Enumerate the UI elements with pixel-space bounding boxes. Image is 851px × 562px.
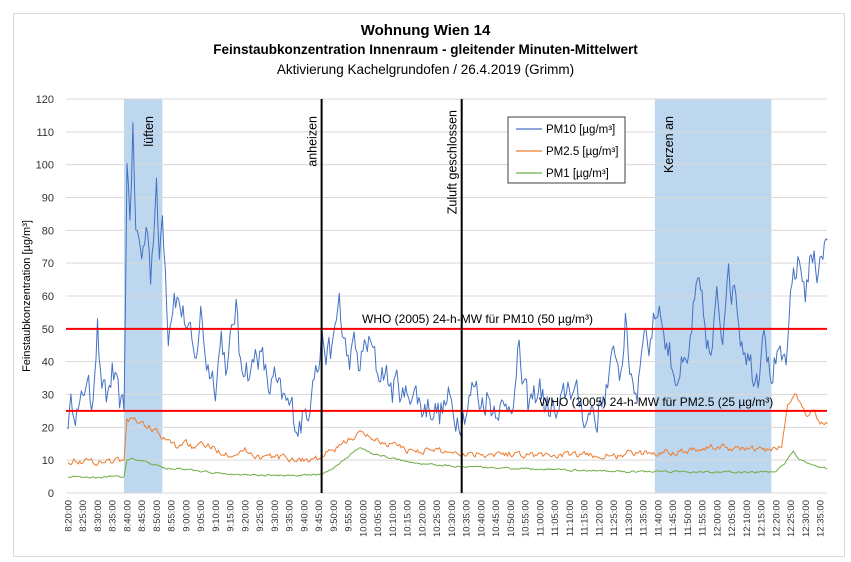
chart-title: Wohnung Wien 14	[360, 22, 491, 39]
x-tick-label: 10:15:00	[403, 500, 414, 537]
y-tick-label: 40	[42, 357, 54, 369]
x-tick-label: 12:30:00	[801, 500, 812, 537]
x-tick-label: 10:25:00	[432, 500, 443, 537]
legend-box	[507, 116, 626, 184]
y-axis-ticks: 0 10 20 30 40 50 60 70 80 90 100 110 120	[36, 94, 54, 500]
lueften-label: lüften	[142, 116, 156, 147]
series-lines	[67, 122, 828, 479]
x-tick-label: 11:25:00	[609, 500, 620, 536]
x-tick-label: 12:00:00	[712, 500, 723, 537]
x-tick-label: 10:45:00	[491, 500, 502, 537]
legend-label-pm10: PM10 [µg/m³]	[546, 124, 615, 136]
x-tick-label: 8:45:00	[137, 500, 148, 532]
x-tick-label: 9:25:00	[255, 500, 266, 532]
y-tick-label: 70	[42, 258, 54, 270]
x-tick-label: 9:00:00	[181, 500, 192, 532]
x-tick-label: 12:35:00	[815, 500, 826, 537]
y-tick-label: 80	[42, 225, 54, 237]
x-tick-label: 12:10:00	[742, 500, 753, 537]
y-axis-label: Feinstaubkonzentration [µg/m³]	[21, 220, 33, 372]
x-tick-label: 10:05:00	[373, 500, 384, 537]
y-tick-label: 100	[36, 160, 54, 172]
y-tick-label: 20	[42, 422, 54, 434]
who-pm10-label: WHO (2005) 24-h-MW für PM10 (50 µg/m³)	[362, 312, 593, 326]
x-tick-label: 11:40:00	[653, 500, 664, 536]
x-axis-ticks: 8:20:00 8:25:00 8:30:00 8:35:00 8:40:00 8:45:…	[64, 500, 827, 537]
x-tick-label: 10:00:00	[358, 500, 369, 537]
x-tick-label: 11:35:00	[639, 500, 650, 536]
x-tick-label: 10:50:00	[506, 500, 517, 537]
x-tick-label: 11:15:00	[580, 500, 591, 536]
x-tick-label: 11:55:00	[698, 500, 709, 536]
reference-lines: WHO (2005) 24-h-MW für PM10 (50 µg/m³) WH…	[66, 312, 827, 412]
legend-label-pm1: PM1 [µg/m³]	[546, 168, 609, 180]
legend: PM10 [µg/m³] PM2.5 [µg/m³] PM1 [µg/m³]	[507, 116, 626, 184]
x-tick-label: 8:50:00	[152, 500, 163, 532]
x-tick-label: 11:50:00	[683, 500, 694, 536]
x-tick-label: 9:45:00	[314, 500, 325, 532]
x-tick-label: 11:45:00	[668, 500, 679, 536]
x-tick-label: 10:20:00	[417, 500, 428, 537]
x-tick-label: 12:05:00	[727, 500, 738, 537]
x-tick-label: 9:30:00	[270, 500, 281, 532]
x-tick-label: 11:00:00	[535, 500, 546, 536]
x-tick-label: 8:25:00	[78, 500, 89, 532]
zuluft-geschlossen-label: Zuluft geschlossen	[446, 110, 460, 214]
x-tick-label: 10:40:00	[476, 500, 487, 537]
x-tick-label: 12:25:00	[786, 500, 797, 537]
x-tick-label: 10:35:00	[462, 500, 473, 537]
anheizen-label: anheizen	[306, 116, 320, 167]
x-tick-label: 9:40:00	[299, 500, 310, 532]
x-tick-label: 11:10:00	[565, 500, 576, 536]
who-pm25-label: WHO (2005) 24-h-MW für PM2.5 (25 µg/m³)	[539, 395, 773, 409]
kerzen-an-label: Kerzen an	[662, 116, 676, 173]
event-lines: anheizen Zuluft geschlossen lüften Kerzen a…	[142, 99, 676, 493]
x-tick-label: 9:10:00	[211, 500, 222, 532]
x-tick-label: 11:30:00	[624, 500, 635, 536]
x-tick-label: 8:40:00	[122, 500, 133, 532]
chart-subtitle: Feinstaubkonzentration Innenraum - gleit…	[213, 42, 638, 57]
x-tick-label: 8:35:00	[108, 500, 119, 532]
y-tick-label: 120	[36, 94, 54, 106]
y-tick-label: 50	[42, 324, 54, 336]
x-tick-label: 9:05:00	[196, 500, 207, 532]
x-tick-label: 12:20:00	[771, 500, 782, 537]
pm1-line	[67, 447, 828, 479]
x-tick-label: 9:55:00	[344, 500, 355, 532]
pm25-line	[67, 393, 828, 466]
x-tick-label: 10:30:00	[447, 500, 458, 537]
x-tick-label: 8:20:00	[64, 500, 75, 532]
y-tick-label: 10	[42, 455, 54, 467]
x-tick-label: 8:30:00	[93, 500, 104, 532]
x-tick-label: 9:50:00	[329, 500, 340, 532]
y-tick-label: 60	[42, 291, 54, 303]
x-tick-label: 10:10:00	[388, 500, 399, 537]
x-tick-label: 8:55:00	[167, 500, 178, 532]
x-tick-label: 10:55:00	[521, 500, 532, 537]
x-tick-label: 9:35:00	[285, 500, 296, 532]
y-tick-label: 110	[36, 127, 54, 139]
chart-subtitle-2: Aktivierung Kachelgrundofen / 26.4.2019 …	[276, 62, 575, 77]
pm10-line	[67, 122, 828, 437]
legend-label-pm25: PM2.5 [µg/m³]	[546, 146, 618, 158]
y-tick-label: 30	[42, 390, 54, 402]
y-tick-label: 0	[48, 488, 54, 500]
gridlines	[66, 98, 827, 494]
x-tick-label: 11:20:00	[594, 500, 605, 536]
y-tick-label: 90	[42, 193, 54, 205]
x-tick-label: 11:05:00	[550, 500, 561, 536]
x-tick-label: 12:15:00	[757, 500, 768, 537]
x-tick-label: 9:20:00	[240, 500, 251, 532]
x-tick-label: 9:15:00	[226, 500, 237, 532]
